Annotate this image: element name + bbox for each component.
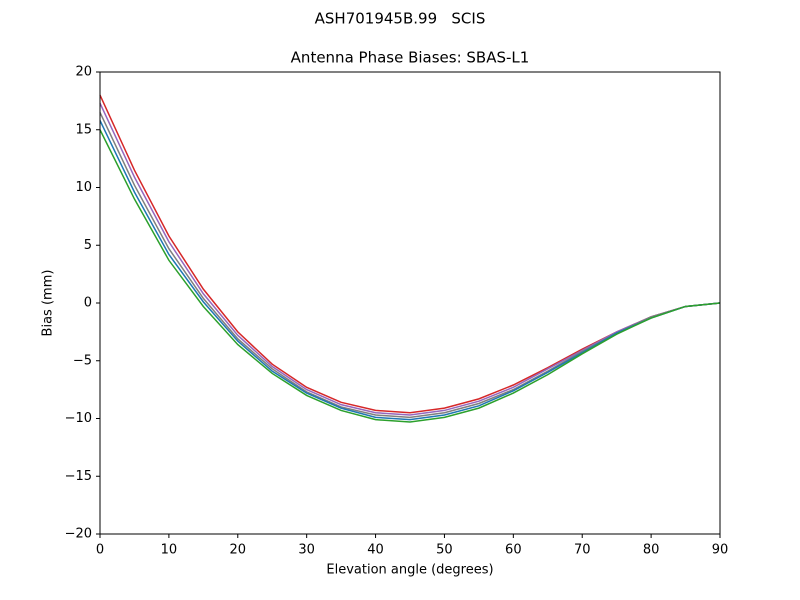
y-tick-label: −15 xyxy=(65,469,92,484)
y-tick-label: 5 xyxy=(84,238,92,253)
y-tick-label: 20 xyxy=(75,65,92,80)
x-tick-label: 10 xyxy=(161,543,178,558)
x-tick-label: 90 xyxy=(712,543,729,558)
suptitle: ASH701945B.99 SCIS xyxy=(315,10,486,28)
data-line xyxy=(99,129,721,423)
x-tick-label: 50 xyxy=(436,543,453,558)
y-tick-label: 0 xyxy=(84,296,92,311)
y-tick-label: −5 xyxy=(73,353,92,368)
x-tick-label: 30 xyxy=(298,543,315,558)
y-tick-label: 10 xyxy=(75,180,92,195)
x-tick-label: 0 xyxy=(96,543,104,558)
x-tick-label: 60 xyxy=(505,543,522,558)
x-tick-label: 20 xyxy=(230,543,247,558)
chart-title: Antenna Phase Biases: SBAS-L1 xyxy=(291,49,530,67)
data-line xyxy=(99,120,721,421)
x-axis-label: Elevation angle (degrees) xyxy=(326,563,493,578)
plot-frame xyxy=(99,71,721,535)
y-tick-label: 15 xyxy=(75,122,92,137)
y-tick-label: −20 xyxy=(65,527,92,542)
y-axis-label: Bias (mm) xyxy=(41,270,56,337)
data-line xyxy=(99,102,721,416)
y-tick-label: −10 xyxy=(65,411,92,426)
data-line xyxy=(99,112,721,419)
data-line xyxy=(99,94,721,414)
x-tick-label: 40 xyxy=(367,543,384,558)
x-tick-label: 80 xyxy=(643,543,660,558)
x-tick-label: 70 xyxy=(574,543,591,558)
